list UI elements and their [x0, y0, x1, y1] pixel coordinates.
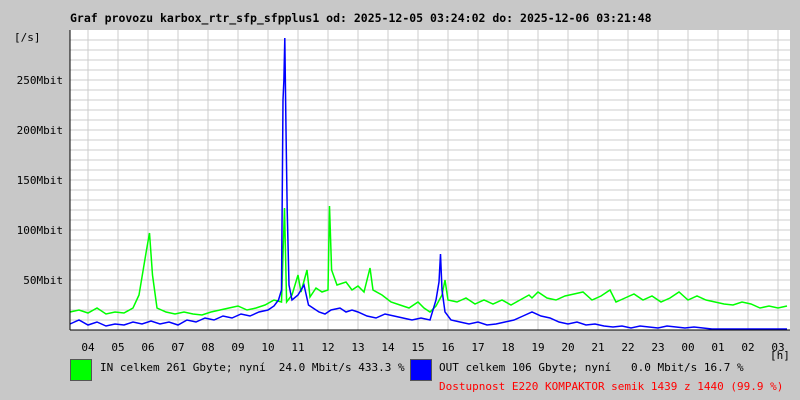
series-layer — [69, 37, 788, 330]
y-tick-label: 150Mbit — [17, 174, 63, 187]
x-tick-label: 02 — [741, 341, 754, 354]
x-tick-label: 16 — [441, 341, 454, 354]
y-tick-labels: 50Mbit 100Mbit 150Mbit 200Mbit 250Mbit — [17, 74, 63, 287]
x-tick-label: 13 — [351, 341, 364, 354]
x-tick-label: 04 — [81, 341, 95, 354]
legend-out-swatch — [410, 359, 432, 381]
x-tick-label: 19 — [531, 341, 544, 354]
chart-title: Graf provozu karbox_rtr_sfp_sfpplus1 od:… — [70, 11, 652, 25]
y-tick-label: 50Mbit — [23, 274, 63, 287]
y-tick-label: 250Mbit — [17, 74, 63, 87]
series-line-out — [69, 37, 787, 330]
x-tick-label: 03 — [771, 341, 784, 354]
series-line-in — [69, 205, 788, 316]
x-tick-label: 10 — [261, 341, 274, 354]
x-axis-unit-label: [h] — [770, 349, 790, 362]
x-tick-label: 12 — [321, 341, 334, 354]
y-axis-unit-label: [/s] — [14, 31, 41, 44]
x-tick-label: 14 — [381, 341, 395, 354]
x-tick-label: 05 — [111, 341, 124, 354]
legend-in-text: IN celkem 261 Gbyte; nyní 24.0 Mbit/s 43… — [100, 361, 405, 374]
legend-in-swatch — [70, 359, 92, 381]
x-tick-label: 06 — [141, 341, 154, 354]
x-tick-label: 08 — [201, 341, 214, 354]
x-tick-label: 22 — [621, 341, 634, 354]
x-tick-label: 00 — [681, 341, 694, 354]
x-tick-label: 23 — [651, 341, 664, 354]
y-tick-label: 100Mbit — [17, 224, 63, 237]
x-tick-label: 20 — [561, 341, 574, 354]
legend-out-text: OUT celkem 106 Gbyte; nyní 0.0 Mbit/s 16… — [439, 361, 744, 374]
x-tick-label: 11 — [291, 341, 304, 354]
x-tick-label: 15 — [411, 341, 424, 354]
x-tick-label: 17 — [471, 341, 484, 354]
chart-grid — [70, 30, 790, 330]
x-tick-label: 09 — [231, 341, 244, 354]
x-tick-labels: 04 05 06 07 08 09 10 11 12 13 14 15 16 17 18 19 20 21 22 23… — [81, 341, 784, 354]
x-tick-label: 21 — [591, 341, 604, 354]
availability-text: Dostupnost E220 KOMPAKTOR semik 1439 z 1… — [439, 380, 784, 393]
x-tick-label: 18 — [501, 341, 514, 354]
x-tick-label: 01 — [711, 341, 724, 354]
x-tick-label: 07 — [171, 341, 184, 354]
y-tick-label: 200Mbit — [17, 124, 63, 137]
